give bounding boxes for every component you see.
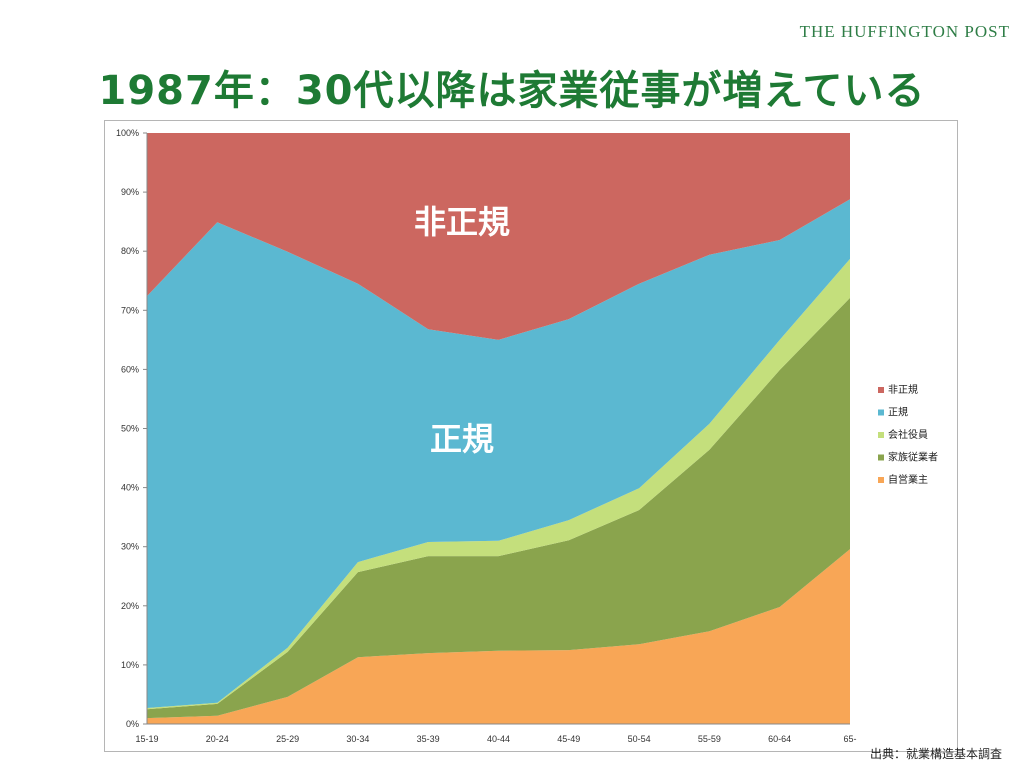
x-tick-label: 55-59 <box>698 734 721 744</box>
y-tick-label: 80% <box>121 246 139 256</box>
y-tick-label: 50% <box>121 424 139 434</box>
x-tick-label: 60-64 <box>768 734 791 744</box>
y-tick-label: 90% <box>121 187 139 197</box>
area-series-2 <box>147 297 850 719</box>
y-tick-label: 40% <box>121 483 139 493</box>
x-tick-label: 65- <box>843 734 856 744</box>
x-tick-label: 50-54 <box>628 734 651 744</box>
area-series-4 <box>147 199 850 709</box>
y-tick-label: 30% <box>121 542 139 552</box>
y-tick-label: 100% <box>116 128 139 138</box>
x-tick-label: 35-39 <box>417 734 440 744</box>
x-tick-label: 20-24 <box>206 734 229 744</box>
annotation-regular: 正規 <box>430 420 494 458</box>
area-series-5 <box>147 133 850 340</box>
x-tick-label: 30-34 <box>346 734 369 744</box>
brand-logo: THE HUFFINGTON POST <box>799 22 1010 41</box>
x-tick-label: 45-49 <box>557 734 580 744</box>
y-tick-label: 70% <box>121 305 139 315</box>
area-series-1 <box>147 549 850 724</box>
annotation-non-regular: 非正規 <box>414 203 510 241</box>
x-tick-label: 25-29 <box>276 734 299 744</box>
legend-swatch <box>878 454 884 461</box>
legend-swatch <box>878 477 884 483</box>
legend-swatch <box>878 387 884 393</box>
y-tick-label: 60% <box>121 364 139 374</box>
x-tick-label: 40-44 <box>487 734 510 744</box>
legend-label: 非正規 <box>888 384 918 396</box>
legend-swatch <box>878 409 884 416</box>
legend-label: 正規 <box>888 407 908 419</box>
y-tick-label: 0% <box>126 719 139 729</box>
chart-frame <box>104 120 958 752</box>
legend-label: 自営業主 <box>888 473 928 486</box>
legend-label: 会社役員 <box>888 428 928 441</box>
legend-swatch <box>878 432 884 438</box>
x-tick-label: 15-19 <box>135 734 158 744</box>
source-note: 出典：就業構造基本調査 <box>869 747 1002 761</box>
legend-label: 家族従業者 <box>888 451 938 464</box>
y-tick-label: 10% <box>121 660 139 670</box>
slide-title: 1987年：30代以降は家業従事が増えている <box>98 68 926 114</box>
y-tick-label: 20% <box>121 601 139 611</box>
